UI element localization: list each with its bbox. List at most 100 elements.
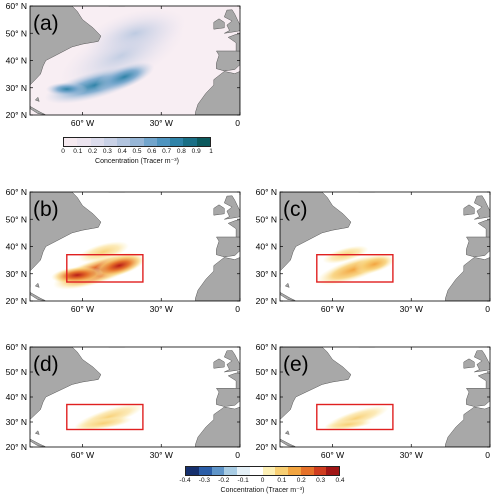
lon-tick-label: 60° W xyxy=(321,304,344,314)
lat-tick-label: 20° N xyxy=(256,442,277,452)
colorbar-tick-label: 0.7 xyxy=(162,148,172,155)
land-polygon xyxy=(195,257,240,301)
land-polygon xyxy=(280,292,296,301)
land-masses xyxy=(280,192,490,301)
land-polygon xyxy=(213,204,225,216)
land-polygon xyxy=(30,347,102,420)
land-polygon xyxy=(30,438,46,447)
land-polygon xyxy=(215,236,240,258)
lon-tick-label: 60° W xyxy=(321,450,344,460)
colorbar-tick-label: -0.2 xyxy=(218,477,230,484)
lon-tick-label: 30° W xyxy=(150,118,173,128)
land-polygon xyxy=(215,50,240,72)
colorbar-tick-label: 0.3 xyxy=(102,148,112,155)
tracer-field xyxy=(44,8,187,104)
lat-tick-label: 30° N xyxy=(6,417,27,427)
tracer-plume xyxy=(354,254,395,274)
land-polygon xyxy=(280,347,352,420)
tracer-plume xyxy=(45,82,88,96)
land-polygon xyxy=(227,220,240,238)
land-polygon xyxy=(227,372,240,389)
colorbar-tick-label: 0 xyxy=(260,477,265,484)
land-polygon xyxy=(223,9,240,34)
colorbar-tick-label: 0.4 xyxy=(117,148,127,155)
land-polygon xyxy=(223,350,240,373)
lon-tick-label: 30° W xyxy=(150,304,173,314)
tracer-plume xyxy=(93,254,145,278)
lat-tick-label: 20° N xyxy=(256,296,277,306)
land-polygon xyxy=(215,388,240,407)
colorbar-tick-label: -0.4 xyxy=(179,477,191,484)
colorbar-gradient xyxy=(63,137,211,147)
tracer-field xyxy=(51,241,145,290)
land-masses xyxy=(30,6,240,115)
colorbar-tick-label: 0.1 xyxy=(73,148,83,155)
lat-tick-label: 50° N xyxy=(256,214,277,224)
land-masses xyxy=(30,347,240,447)
lon-tick-label: 0 xyxy=(235,304,240,314)
map-panel-a: 20° N 30° N 40° N 50° N 60° N 60° W 30° W 0 (a) xyxy=(6,1,241,128)
land-masses xyxy=(30,192,240,301)
lat-tick-label: 40° N xyxy=(256,392,277,402)
lat-tick-label: 40° N xyxy=(256,242,277,252)
land-polygon xyxy=(465,388,490,407)
panel-label: (b) xyxy=(33,198,59,221)
colorbar-tick-label: 0.5 xyxy=(132,148,142,155)
colorbar-gradient xyxy=(185,466,340,476)
land-polygon xyxy=(30,192,102,272)
lat-tick-label: 30° N xyxy=(6,269,27,279)
lon-tick-label: 60° W xyxy=(71,118,94,128)
land-polygon xyxy=(34,96,40,102)
lat-tick-label: 40° N xyxy=(6,56,27,66)
land-polygon xyxy=(473,350,490,373)
lat-tick-label: 60° N xyxy=(256,342,277,352)
map-panel-b: 20° N 30° N 40° N 50° N 60° N 60° W 30° W 0 (b) xyxy=(6,187,241,314)
lon-tick-label: 60° W xyxy=(71,304,94,314)
lat-tick-label: 60° N xyxy=(256,187,277,197)
land-polygon xyxy=(284,430,290,435)
land-polygon xyxy=(30,292,46,301)
lat-tick-label: 20° N xyxy=(6,110,27,120)
land-polygon xyxy=(445,257,490,301)
colorbar-tick-label: -0.1 xyxy=(237,477,249,484)
panel-label: (a) xyxy=(33,12,59,35)
land-polygon xyxy=(358,192,376,193)
land-polygon xyxy=(473,195,490,220)
lon-tick-label: 0 xyxy=(235,118,240,128)
land-polygon xyxy=(465,236,490,258)
region-box xyxy=(316,253,394,283)
colorbar-tick-label: 0.8 xyxy=(176,148,186,155)
lat-tick-label: 50° N xyxy=(6,214,27,224)
panel-label: (e) xyxy=(283,353,309,376)
land-polygon xyxy=(280,438,296,447)
tracer-field xyxy=(73,403,144,431)
colorbar-title: Concentration (Tracer m⁻³) xyxy=(220,487,305,494)
region-box xyxy=(316,403,394,431)
lon-tick-label: 30° W xyxy=(400,450,423,460)
land-polygon xyxy=(280,192,352,272)
colorbar-title: Concentration (Tracer m⁻³) xyxy=(95,158,179,165)
lat-tick-label: 30° N xyxy=(256,417,277,427)
land-polygon xyxy=(223,195,240,220)
colorbar-tick-label: 0 xyxy=(61,148,65,155)
tracer-plume xyxy=(83,8,187,59)
tracer-field xyxy=(323,405,389,432)
map-panel-d: 20° N 30° N 40° N 50° N 60° N 60° W 30° W 0 (d) xyxy=(6,342,241,460)
lat-tick-label: 40° N xyxy=(6,242,27,252)
colorbar-tick-label: 0.2 xyxy=(88,148,98,155)
colorbar-tick-label: -0.3 xyxy=(198,477,210,484)
land-polygon xyxy=(477,220,490,238)
lat-tick-label: 50° N xyxy=(6,28,27,38)
land-polygon xyxy=(30,106,46,115)
lon-tick-label: 0 xyxy=(235,450,240,460)
colorbar-tick-label: 1 xyxy=(209,148,213,155)
land-polygon xyxy=(477,372,490,389)
land-polygon xyxy=(30,6,102,86)
lon-tick-label: 0 xyxy=(485,304,490,314)
colorbar-tick-label: 0.4 xyxy=(335,477,345,484)
lat-tick-label: 20° N xyxy=(6,296,27,306)
region-box xyxy=(66,403,144,431)
land-masses xyxy=(280,347,490,447)
lat-tick-label: 40° N xyxy=(6,392,27,402)
